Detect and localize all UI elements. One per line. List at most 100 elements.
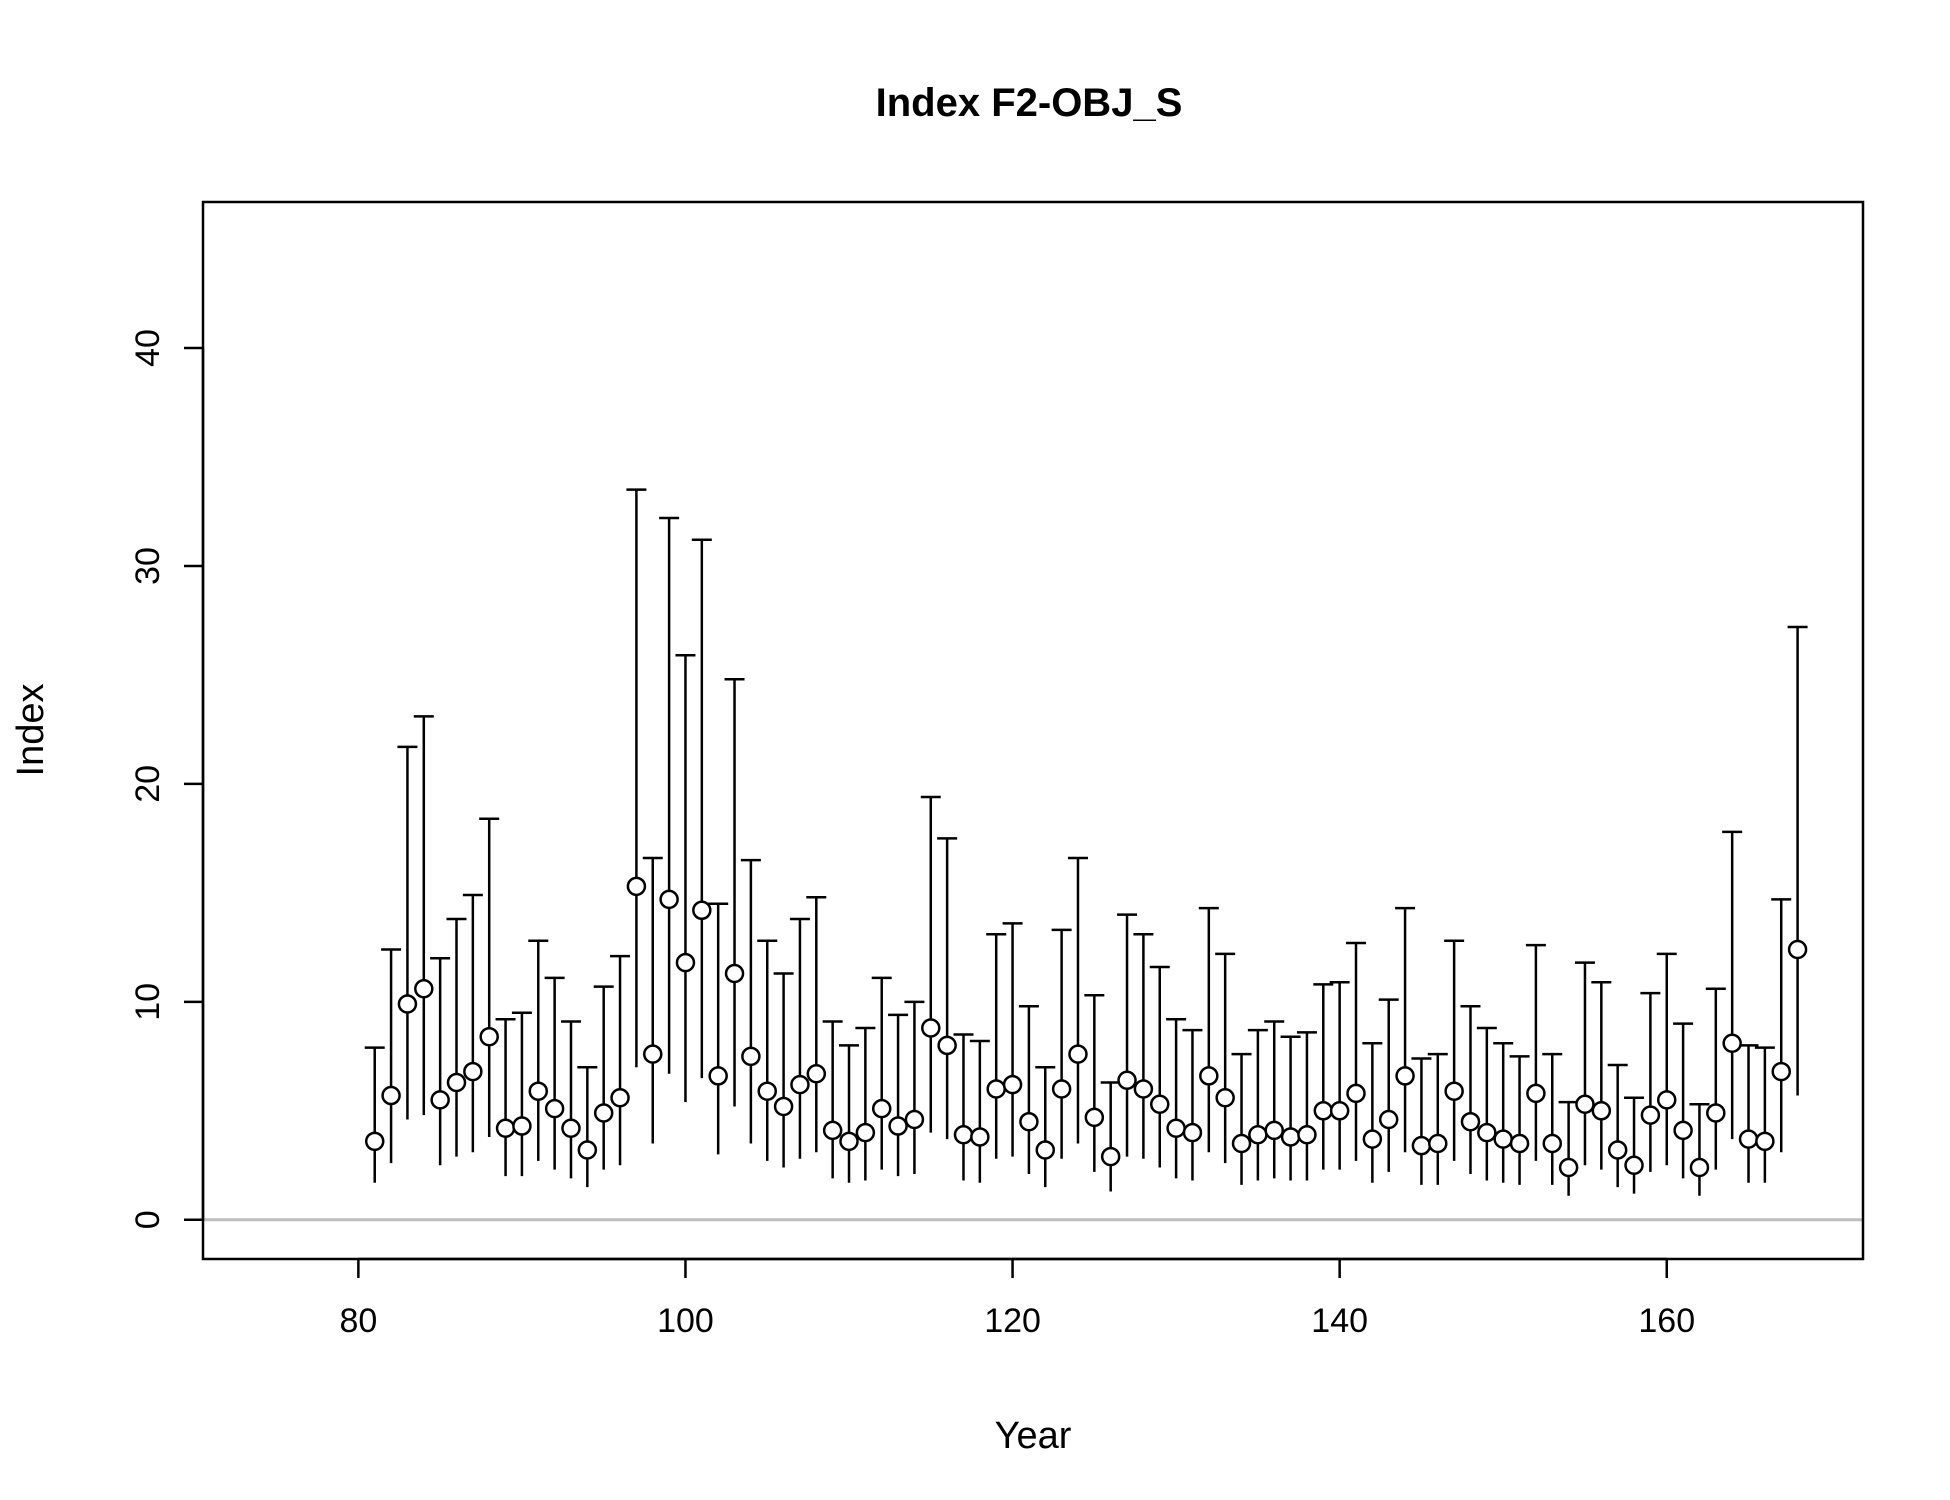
data-point: [1182, 1122, 1203, 1143]
data-point: [1231, 1133, 1252, 1154]
data-point: [381, 1085, 401, 1106]
x-tick-label: 80: [339, 1302, 377, 1340]
data-point: [839, 1131, 859, 1152]
data-point: [1575, 1094, 1595, 1115]
data-point: [1460, 1111, 1481, 1132]
data-point: [1509, 1133, 1530, 1154]
data-point: [953, 1125, 974, 1145]
error-bars: [364, 488, 1808, 1196]
data-point: [610, 1087, 630, 1108]
data-point: [675, 952, 696, 973]
data-point: [1526, 1083, 1546, 1104]
data-point: [1329, 1101, 1350, 1121]
data-point: [593, 1103, 614, 1123]
data-point: [1035, 1140, 1056, 1160]
data-point: [1428, 1133, 1448, 1154]
x-axis: 80 100 120 140 160: [339, 1257, 1695, 1340]
data-point: [1755, 1131, 1775, 1152]
data-point: [643, 1044, 663, 1064]
data-point: [855, 1122, 876, 1143]
data-point: [414, 979, 434, 999]
x-axis-label: Year: [995, 1415, 1072, 1457]
data-point: [757, 1081, 777, 1101]
data-point: [1051, 1079, 1072, 1099]
data-point: [1607, 1140, 1628, 1160]
y-axis-label: Index: [10, 684, 52, 777]
data-point: [1493, 1129, 1513, 1149]
y-tick-label: 30: [129, 547, 167, 585]
data-point: [1378, 1109, 1399, 1130]
data-point: [1248, 1125, 1268, 1145]
data-point: [937, 1035, 957, 1056]
data-point: [1264, 1120, 1284, 1141]
y-tick-label: 20: [129, 765, 167, 803]
data-point: [708, 1066, 728, 1086]
y-tick-label: 0: [129, 1210, 167, 1229]
data-point: [1656, 1090, 1677, 1110]
data-point: [446, 1072, 467, 1093]
x-tick-label: 140: [1311, 1302, 1368, 1340]
x-tick-label: 120: [984, 1302, 1041, 1340]
data-point: [1411, 1135, 1432, 1156]
data-point: [724, 963, 745, 984]
data-point: [1199, 1066, 1219, 1086]
data-point: [1673, 1120, 1693, 1141]
data-point: [1706, 1103, 1726, 1123]
data-point: [577, 1140, 598, 1160]
data-point: [397, 994, 418, 1014]
data-point: [1722, 1033, 1742, 1053]
data-point: [970, 1127, 990, 1147]
data-point: [1542, 1133, 1563, 1154]
data-point: [1100, 1146, 1121, 1167]
data-point: [1019, 1111, 1039, 1132]
data-point: [1297, 1125, 1317, 1145]
data-point: [1771, 1061, 1791, 1082]
y-axis: 0 10 20 30 40: [129, 329, 205, 1229]
data-point: [1362, 1129, 1383, 1149]
data-point: [364, 1131, 385, 1152]
data-point: [888, 1116, 908, 1136]
data-point: [904, 1109, 925, 1130]
data-point: [1738, 1129, 1759, 1149]
data-point: [1477, 1122, 1497, 1143]
data-point: [495, 1118, 516, 1138]
y-tick-label: 40: [129, 329, 167, 367]
data-point: [1133, 1079, 1154, 1099]
x-tick-label: 100: [657, 1302, 714, 1340]
data-point: [430, 1090, 450, 1110]
data-point: [1444, 1081, 1464, 1101]
data-point: [512, 1116, 532, 1136]
data-point: [1002, 1074, 1023, 1095]
x-tick-label: 160: [1638, 1302, 1695, 1340]
data-point: [1215, 1087, 1235, 1108]
data-point: [1624, 1155, 1644, 1176]
data-point: [1640, 1105, 1661, 1125]
data-point: [1558, 1157, 1579, 1178]
data-point: [790, 1074, 810, 1095]
data-point: [479, 1026, 499, 1047]
data-points: [364, 876, 1808, 1178]
data-point: [1787, 939, 1808, 960]
data-point: [1068, 1044, 1088, 1064]
data-point: [1084, 1107, 1105, 1128]
data-point: [806, 1064, 827, 1084]
y-tick-label: 10: [129, 983, 167, 1021]
data-point: [692, 900, 712, 921]
plot-frame: [201, 200, 1865, 1261]
data-point: [1149, 1094, 1170, 1115]
chart-title: Index F2-OBJ_S: [876, 81, 1183, 125]
data-point: [1280, 1127, 1301, 1147]
data-point: [1313, 1101, 1334, 1121]
data-point: [871, 1098, 892, 1119]
data-point: [528, 1081, 549, 1101]
data-point: [1346, 1083, 1366, 1104]
data-point: [659, 889, 679, 910]
data-point: [544, 1098, 565, 1119]
data-point: [463, 1061, 483, 1082]
data-point: [561, 1118, 581, 1138]
plot-area: [201, 200, 1865, 1261]
data-point: [773, 1096, 794, 1117]
data-point: [626, 876, 647, 897]
data-point: [1395, 1066, 1415, 1086]
